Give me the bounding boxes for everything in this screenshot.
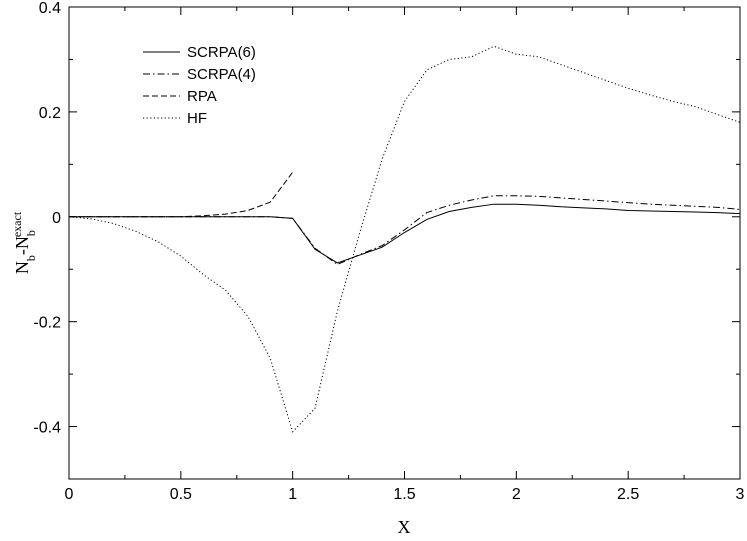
plot-frame [68,6,741,480]
legend-label: SCRPA(6) [187,44,256,61]
y-tick-label: 0.4 [39,0,61,17]
y-label-main-sub: b [24,255,38,261]
series-line-scrpa-4- [69,195,741,266]
legend-label: HF [187,110,207,127]
y-label-dash: -N [12,236,32,255]
x-axis-label: X [398,517,411,537]
legend-label: SCRPA(4) [187,66,256,83]
y-tick-label: -0.2 [33,315,61,332]
y-label-main: N [12,261,32,274]
y-label-exact-sup: exact [10,211,24,237]
x-tick-label: 3 [736,486,745,503]
legend: SCRPA(6) SCRPA(4) RPA HF [143,44,256,127]
x-tick-label: 1.5 [393,486,415,503]
y-axis-ticks: -0.4 -0.2 0 0.2 0.4 [33,0,740,480]
x-tick-label: 2 [512,486,521,503]
series-line-rpa [69,171,294,218]
series-line-hf [68,45,741,433]
x-tick-label: 1 [288,486,297,503]
y-tick-label: -0.4 [33,420,61,437]
y-tick-label: 0.2 [39,105,61,122]
y-axis-label: Nb-Nbexact [10,211,38,274]
x-tick-label: 2.5 [617,486,639,503]
series-layer [68,45,741,433]
y-label-exact-sub: b [24,230,38,236]
x-tick-label: 0.5 [170,486,192,503]
series-line-scrpa-6- [69,203,741,264]
x-axis-ticks: 0 0.5 1 1.5 2 2.5 3 [65,7,745,503]
y-tick-label: 0 [52,210,61,227]
legend-label: RPA [187,88,217,105]
x-tick-label: 0 [65,486,74,503]
svg-text:Nb-Nbexact: Nb-Nbexact [10,211,38,274]
